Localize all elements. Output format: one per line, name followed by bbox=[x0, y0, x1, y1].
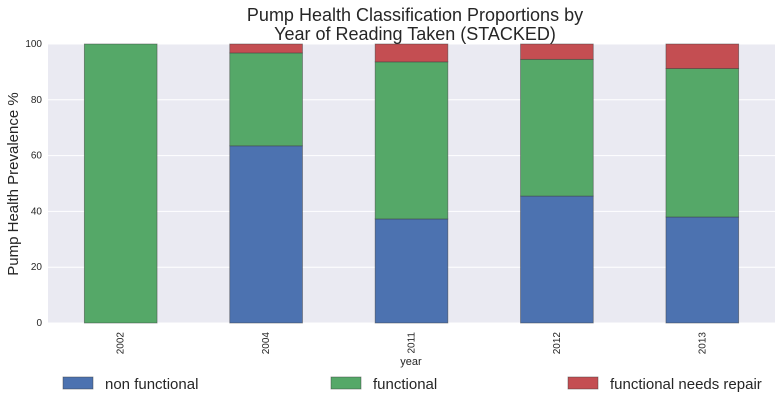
bars bbox=[83, 43, 740, 324]
bar-non-functional-2012 bbox=[520, 195, 594, 324]
bar-functional-needs-repair-2004 bbox=[229, 43, 303, 54]
y-tick-label: 100 bbox=[25, 39, 42, 50]
bar-non-functional-2004 bbox=[229, 145, 303, 324]
legend-swatch bbox=[330, 376, 362, 390]
legend-label: functional needs repair bbox=[610, 376, 762, 393]
x-ticks: 2002 2004 2011 2012 2013 bbox=[116, 332, 709, 355]
bar-functional-needs-repair-2012 bbox=[520, 43, 594, 60]
y-tick-label: 0 bbox=[36, 318, 42, 329]
legend-label: non functional bbox=[105, 376, 198, 393]
bar-functional-2004 bbox=[229, 52, 303, 147]
y-tick-label: 40 bbox=[31, 206, 43, 217]
legend-label: functional bbox=[373, 376, 437, 393]
y-tick-label: 20 bbox=[31, 262, 43, 273]
y-ticks: 0 20 40 60 80 100 bbox=[25, 39, 42, 329]
bar-non-functional-2011 bbox=[374, 218, 449, 324]
bar-functional-2013 bbox=[665, 68, 740, 218]
legend-swatch bbox=[567, 376, 599, 390]
x-axis-label: year bbox=[400, 356, 422, 368]
legend: non functional functional functional needs… bbox=[62, 376, 762, 393]
chart-title-line-2: Year of Reading Taken (STACKED) bbox=[274, 24, 556, 44]
x-tick-label: 2012 bbox=[552, 332, 563, 355]
x-tick-label: 2011 bbox=[407, 332, 418, 354]
bar-functional-needs-repair-2011 bbox=[374, 43, 449, 63]
bar-functional-2002 bbox=[83, 43, 158, 324]
y-tick-label: 80 bbox=[31, 95, 43, 106]
legend-swatch bbox=[62, 376, 94, 390]
bar-functional-2012 bbox=[520, 58, 594, 197]
bar-functional-2011 bbox=[374, 61, 449, 220]
bar-non-functional-2013 bbox=[665, 216, 740, 324]
y-tick-label: 60 bbox=[31, 151, 43, 162]
x-tick-label: 2004 bbox=[261, 332, 272, 355]
x-tick-label: 2002 bbox=[116, 332, 127, 355]
chart-title-line-1: Pump Health Classification Proportions b… bbox=[247, 5, 583, 25]
y-axis-label: Pump Health Prevalence % bbox=[5, 92, 22, 275]
bar-functional-needs-repair-2013 bbox=[665, 43, 740, 69]
x-tick-label: 2013 bbox=[697, 332, 708, 355]
